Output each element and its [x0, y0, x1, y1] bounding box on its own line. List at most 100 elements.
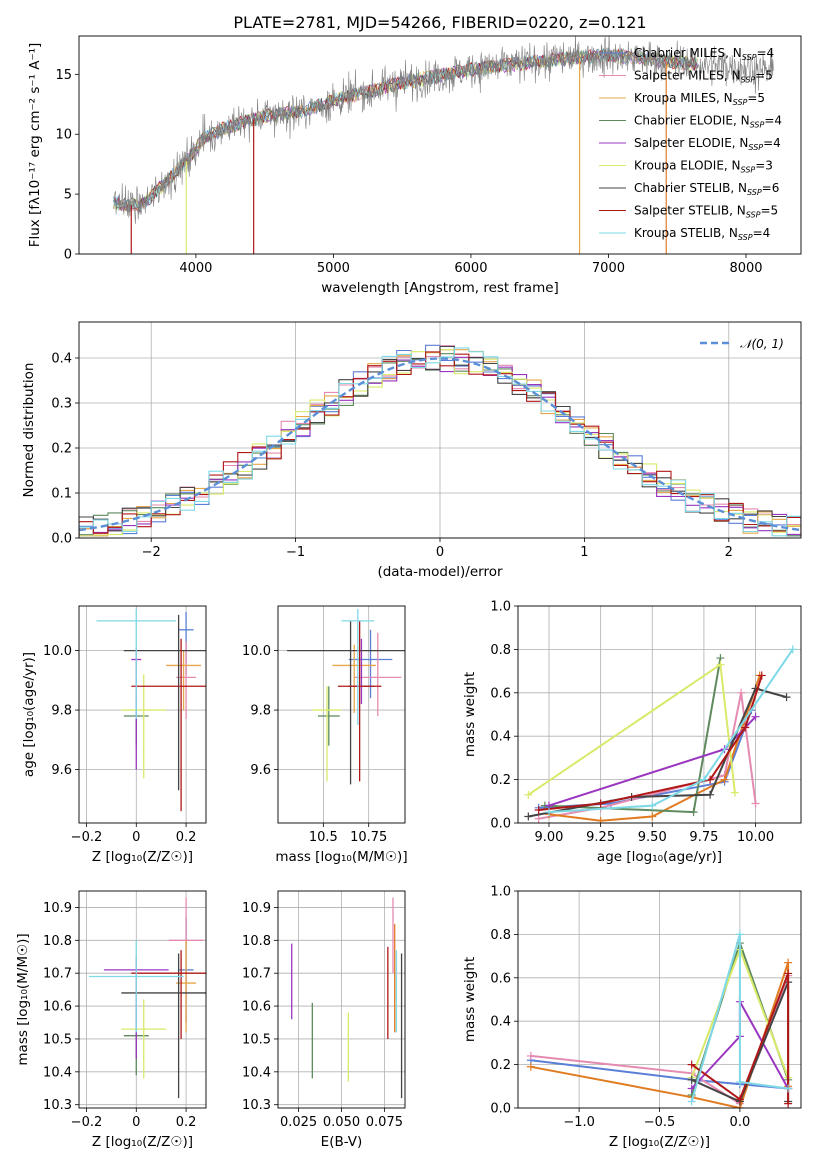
x-tick-label: 0.050: [323, 1115, 360, 1130]
x-tick-label: 0.025: [280, 1115, 317, 1130]
weight-marker: [524, 790, 533, 799]
y-tick-label: 0.4: [490, 730, 511, 745]
weight-marker: [596, 816, 605, 823]
model-spectrum: [113, 48, 698, 213]
x-tick-label: 9.00: [535, 830, 564, 845]
axes-frame: [78, 605, 207, 824]
x-tick-label: 8000: [729, 261, 762, 276]
y-tick-label: 0.4: [51, 352, 72, 367]
x-tick-label: 9.50: [638, 830, 667, 845]
y-tick-label: 10.3: [43, 1098, 72, 1113]
y-tick-label: 10.9: [242, 901, 271, 916]
weight-marker: [784, 958, 793, 967]
weight-marker: [751, 799, 760, 808]
panel-spectrum: 4000 5000 6000 7000 8000 0 5 10 15 wavelength [An…: [27, 35, 802, 296]
histogram-step: [79, 347, 801, 537]
y-tick-label: 0.1: [51, 487, 72, 502]
legend: 𝒩(0, 1): [700, 337, 784, 351]
plot-area: [291, 897, 403, 1099]
x-axis-label: Z [log₁₀(Z/Z☉)]: [92, 849, 193, 865]
axes-frame: [78, 321, 802, 539]
y-tick-label: 5: [64, 188, 72, 203]
weight-marker: [784, 969, 793, 978]
weight-marker: [596, 799, 605, 808]
y-tick-label: 0.3: [51, 397, 72, 412]
y-tick-label: 1.0: [490, 885, 511, 900]
y-tick-label: 0.2: [490, 1058, 511, 1073]
axes-frame: [277, 890, 406, 1109]
weight-marker: [526, 1051, 535, 1060]
x-tick-label: 4000: [179, 261, 212, 276]
x-tick-label: −0.5: [644, 1115, 676, 1130]
plot-area: [287, 608, 405, 785]
panel-age-vs-mass: 10.5 10.75 9.6 9.8 10.0 mass [log₁₀(M/M☉)]: [242, 605, 408, 865]
weight-marker: [544, 808, 553, 817]
axes-frame: [277, 605, 406, 824]
legend: Chabrier MILES, NSSP=4 Salpeter MILES, NS…: [599, 46, 782, 242]
y-tick-label: 1.0: [490, 600, 511, 615]
axes-frame: [78, 35, 802, 255]
weight-marker: [534, 814, 543, 823]
y-tick-label: 9.8: [51, 704, 72, 719]
x-tick-label: 10.5: [309, 830, 338, 845]
x-tick-label: 0: [436, 545, 444, 560]
x-tick-label: 0: [132, 1115, 140, 1130]
x-tick-label: 2: [725, 545, 733, 560]
y-axis-label: Flux [fλ10⁻¹⁷ erg cm⁻² s⁻¹ A⁻¹]: [27, 43, 43, 248]
legend-label: Salpeter STELIB, NSSP=5: [634, 204, 778, 220]
weight-marker: [699, 775, 708, 784]
x-tick-label: 9.25: [586, 830, 615, 845]
weight-marker: [730, 788, 739, 797]
weight-marker: [687, 1097, 696, 1106]
x-tick-label: 10.75: [350, 830, 387, 845]
plot-area: [113, 36, 774, 254]
y-tick-label: 10.4: [242, 1065, 271, 1080]
weight-marker: [526, 1062, 535, 1071]
weight-marker: [735, 1095, 744, 1104]
weight-marker: [689, 808, 698, 817]
axes-frame: [78, 890, 207, 1109]
y-tick-label: 0.6: [490, 971, 511, 986]
axes-frame: [517, 605, 802, 824]
weight-marker: [784, 1084, 793, 1093]
x-tick-label: 9.75: [689, 830, 718, 845]
x-axis-label: (data-model)/error: [377, 564, 503, 580]
y-tick-label: 10.8: [242, 934, 271, 949]
x-tick-label: 1: [580, 545, 588, 560]
y-tick-label: 10.5: [242, 1032, 271, 1047]
legend-label: Kroupa ELODIE, NSSP=3: [634, 159, 773, 175]
x-tick-label: 0: [132, 830, 140, 845]
y-tick-label: 0.2: [490, 773, 511, 788]
weight-marker: [706, 790, 715, 799]
x-axis-label: mass [log₁₀(M/M☉)]: [275, 849, 407, 865]
weight-marker: [720, 775, 729, 784]
panel-weight-vs-Z: −1.0 −0.5 0.0 0.0 0.2 0.4 0.6 0.8 1.0 Z [log₁₀(Z/…: [462, 885, 802, 1150]
legend-label: Kroupa MILES, NSSP=5: [634, 91, 765, 107]
y-tick-label: 0.2: [51, 442, 72, 457]
y-axis-label: mass [log₁₀(M/M☉)]: [15, 933, 31, 1065]
x-tick-label: −0.2: [71, 830, 103, 845]
y-axis-label: age [log₁₀(age/yr)]: [21, 652, 37, 777]
x-axis-label: E(B-V): [321, 1134, 363, 1150]
weight-marker: [648, 801, 657, 810]
weight-marker: [737, 688, 746, 697]
model-spectrum: [113, 48, 698, 213]
plot-area: [88, 897, 206, 1099]
x-tick-label: 5000: [317, 261, 350, 276]
y-tick-label: 0.0: [51, 532, 72, 547]
x-axis-label: Z [log₁₀(Z/Z☉)]: [92, 1134, 193, 1150]
plot-area: [96, 608, 206, 812]
panel-mass-vs-ebv: 0.025 0.050 0.075 10.3 10.4 10.5 10.6 10.7 10.8 1…: [242, 890, 406, 1150]
y-tick-label: 10.4: [43, 1065, 72, 1080]
x-tick-label: −0.2: [71, 1115, 103, 1130]
weight-line: [548, 648, 794, 814]
weight-marker: [784, 1099, 793, 1108]
y-axis-label: mass weight: [462, 957, 478, 1042]
panel-age-vs-Z: −0.2 0 0.2 9.6 9.8 10.0 Z [log₁₀(Z/Z☉)] age [lo…: [21, 605, 207, 865]
panel-mass-vs-Z: −0.2 0 0.2 10.3 10.4 10.5 10.6 10.7 10.8 10.9 Z [l…: [15, 890, 207, 1150]
y-tick-label: 0.4: [490, 1015, 511, 1030]
y-tick-label: 10.6: [242, 1000, 271, 1015]
x-tick-label: 6000: [454, 261, 487, 276]
y-tick-label: 10.0: [242, 644, 271, 659]
